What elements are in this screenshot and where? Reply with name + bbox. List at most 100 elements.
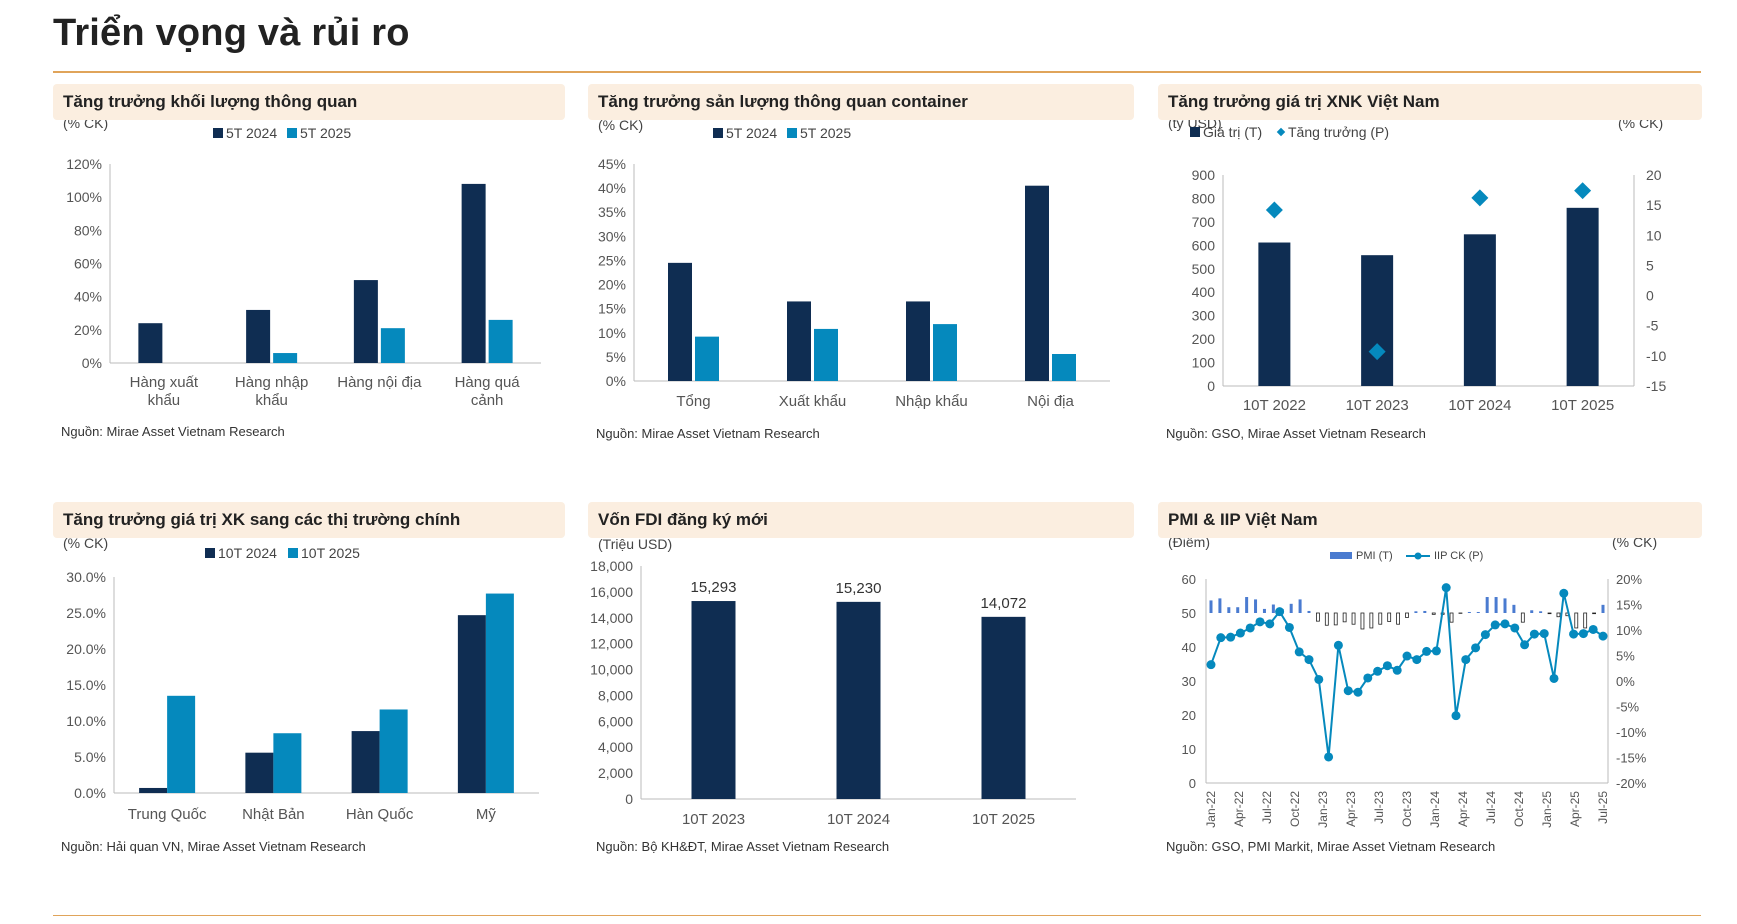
bar-pmi	[1298, 599, 1302, 613]
x-tick-label: Trung Quốc	[128, 806, 207, 823]
y-tick-label: 2,000	[598, 765, 633, 781]
point-iip	[1382, 661, 1392, 671]
y-tick-label: 14,000	[590, 610, 633, 626]
point-iip	[1265, 619, 1275, 629]
chart-container-volume: (% CK) 0% 5% 10% 15% 20% 25% 30% 35% 40% 45% Tổng Xu…	[596, 120, 1110, 441]
chart-panel-pmi-iip: PMI & IIP Việt Nam (Điểm) (% CK) 0 10 20 30 40…	[1158, 502, 1702, 914]
y-tick-label-right: 0%	[1616, 674, 1635, 689]
x-tick-label: Oct-24	[1512, 791, 1526, 827]
y-tick-label-right: 10%	[1616, 623, 1642, 638]
x-tick-label: 10T 2025	[1551, 397, 1614, 414]
y-tick-label-right: 15	[1646, 197, 1662, 213]
bar-pmi	[1378, 612, 1383, 625]
bar-5t-2024	[906, 301, 930, 381]
legend-5t-2024: 5T 2024	[226, 125, 277, 141]
bar-5t-2025	[933, 324, 957, 381]
point-iip	[1392, 665, 1402, 675]
source-note: Nguồn: Hải quan VN, Mirae Asset Vietnam …	[61, 839, 366, 854]
point-iip	[1480, 630, 1490, 640]
y-tick-label-left: 0	[1189, 776, 1196, 791]
chart-customs-volume: (% CK)0%20%40%60%80%100%120%Hàng xuấtkhẩ…	[61, 120, 541, 439]
point-iip	[1559, 588, 1569, 598]
point-iip	[1294, 647, 1304, 657]
point-iip	[1353, 687, 1363, 697]
point-iip	[1235, 628, 1245, 638]
title-divider	[53, 71, 1701, 73]
legend-gia-tri: Giá trị (T)	[1203, 124, 1262, 140]
y-axis-unit-label-left: (Điểm)	[1168, 538, 1210, 550]
y-tick-label: 80%	[74, 222, 102, 238]
y-tick-label: 4,000	[598, 739, 633, 755]
bar-pmi	[1574, 612, 1579, 629]
x-tick-label: khẩu	[148, 392, 181, 409]
legend-5t-2025-swatch	[287, 128, 297, 138]
bar-5t-2024	[668, 262, 692, 381]
bar-10t-2025	[485, 593, 514, 793]
y-tick-label: 100%	[66, 189, 102, 205]
y-tick-label-right: -15	[1646, 378, 1666, 394]
panel-title: Tăng trưởng khối lượng thông quan	[53, 84, 565, 120]
legend-5t-2024-swatch	[713, 128, 723, 138]
legend-10t-2025: 10T 2025	[301, 545, 360, 561]
point-iip	[1461, 655, 1471, 665]
bar-pmi	[1360, 612, 1365, 630]
x-tick-label: Nhập khẩu	[895, 393, 968, 410]
x-tick-label: Tổng	[676, 393, 710, 410]
x-tick-label: Hàng nhập	[235, 374, 308, 391]
point-iip	[1412, 655, 1422, 665]
y-tick-label-left: 500	[1192, 261, 1216, 277]
panel-title: PMI & IIP Việt Nam	[1158, 502, 1702, 538]
bar-pmi	[1271, 604, 1275, 613]
point-iip	[1569, 629, 1579, 639]
legend-gia-tri-swatch	[1190, 127, 1200, 137]
y-tick-label: 25.0%	[66, 605, 106, 621]
point-iip	[1529, 629, 1539, 639]
point-iip	[1216, 633, 1226, 643]
y-tick-label: 20%	[74, 322, 102, 338]
y-axis-unit-label-right: (% CK)	[1618, 120, 1663, 131]
legend-10t-2025-swatch	[288, 548, 298, 558]
y-tick-label: 5%	[606, 349, 626, 365]
bar-pmi	[1262, 608, 1266, 613]
y-tick-label: 20.0%	[66, 641, 106, 657]
x-tick-label: Oct-22	[1288, 791, 1302, 827]
bar-pmi	[1414, 611, 1418, 613]
point-iip	[1343, 686, 1353, 696]
legend-10t-2024-swatch	[205, 548, 215, 558]
y-tick-label: 30%	[598, 228, 626, 244]
x-tick-label: 10T 2024	[1448, 397, 1511, 414]
y-tick-label: 6,000	[598, 713, 633, 729]
bar-pmi	[1342, 612, 1347, 623]
y-tick-label-right: -10	[1646, 348, 1666, 364]
x-tick-label: Jan-23	[1316, 791, 1330, 828]
legend-10t-2024: 10T 2024	[218, 545, 277, 561]
point-iip	[1500, 619, 1510, 629]
bar-pmi	[1405, 612, 1409, 618]
bottom-divider	[53, 915, 1701, 916]
x-tick-label: Hàn Quốc	[346, 806, 414, 823]
x-tick-label: Hàng xuất	[130, 374, 199, 391]
marker-tang-truong	[1574, 182, 1592, 200]
point-iip	[1402, 651, 1412, 661]
point-iip	[1284, 622, 1294, 632]
bar-pmi	[1485, 597, 1489, 613]
bar-vốn-fdi	[981, 616, 1026, 799]
point-iip	[1431, 646, 1441, 656]
bar-pmi	[1476, 611, 1480, 613]
legend-5t-2025: 5T 2025	[800, 125, 851, 141]
bar-pmi	[1307, 610, 1311, 613]
page-title: Triển vọng và rủi ro	[53, 12, 410, 54]
bar-gia-tri	[1361, 255, 1394, 386]
legend-iip-dot	[1414, 552, 1422, 560]
y-tick-label: 18,000	[590, 558, 633, 574]
y-tick-label-left: 200	[1192, 331, 1216, 347]
bar-pmi	[1351, 612, 1356, 625]
point-iip	[1324, 752, 1334, 762]
point-iip	[1206, 660, 1216, 670]
y-tick-label: 35%	[598, 204, 626, 220]
bar-pmi	[1227, 607, 1231, 613]
point-iip	[1510, 623, 1520, 633]
bar-5t-2024	[1025, 185, 1049, 381]
y-tick-label-right: 20%	[1616, 572, 1642, 587]
x-tick-label: 10T 2023	[1346, 397, 1409, 414]
